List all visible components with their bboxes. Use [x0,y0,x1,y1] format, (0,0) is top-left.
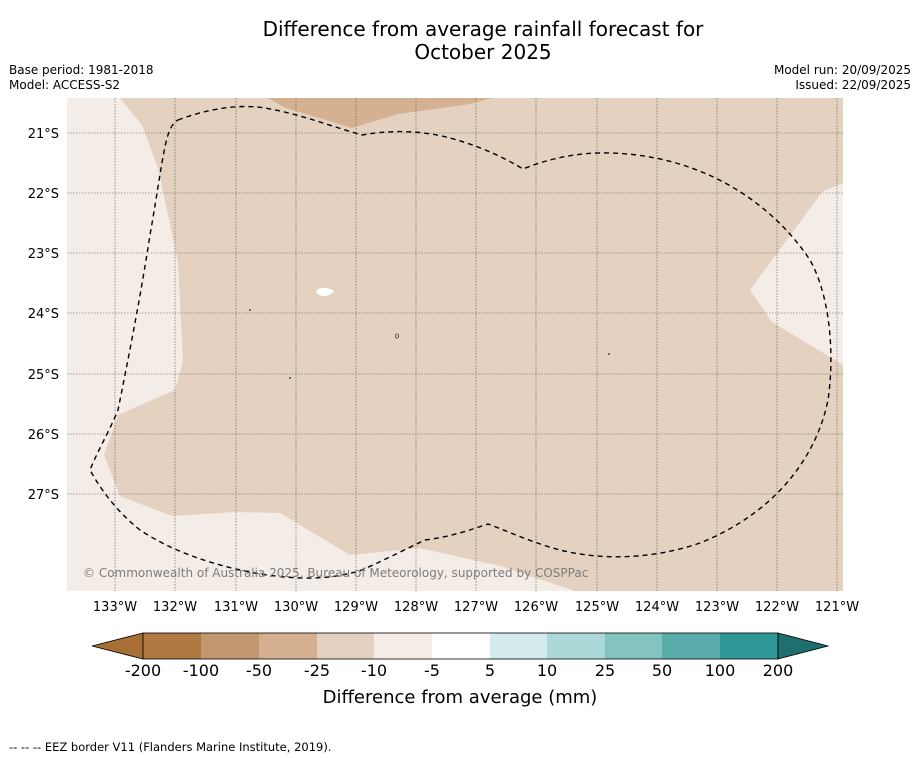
chart-title: Difference from average rainfall forecas… [0,18,919,64]
base-info: Base period: 1981-2018 Model: ACCESS-S2 [9,63,154,93]
colorbar-tick-label: 50 [652,661,672,680]
eez-border [89,105,832,579]
lon-label: 130°W [274,600,318,615]
grid-lines [67,98,843,591]
longitude-labels: 133°W 132°W 131°W 130°W 129°W 128°W 127°… [93,600,859,615]
lon-label: 123°W [695,600,739,615]
colorbar-tick-label: 100 [705,661,736,680]
colorbar: -200 -100 -50 -25 -10 -5 5 10 25 50 100 … [91,632,830,708]
region-main [104,98,843,591]
lon-label: 121°W [815,600,859,615]
island-dot-3 [608,353,610,355]
island-dot-4 [289,377,291,379]
issued-label: Issued: 22/09/2025 [795,78,911,92]
lon-label: 122°W [755,600,799,615]
colorbar-right-extend [777,632,830,660]
colorbar-tick-label: 5 [485,661,495,680]
map-area: © Commonwealth of Australia 2025, Bureau… [67,98,843,591]
region-small-spot [316,287,334,297]
run-info: Model run: 20/09/2025 Issued: 22/09/2025 [774,63,911,93]
lon-label: 133°W [93,600,137,615]
model-label: Model: ACCESS-S2 [9,78,121,92]
lon-label: 126°W [514,600,558,615]
lat-label: 23°S [28,247,59,262]
colorbar-tick-label: -25 [304,661,330,680]
island-dot-2 [395,333,399,339]
colorbar-swatch [259,633,317,659]
base-period-label: Base period: 1981-2018 [9,63,154,77]
colorbar-tick-label: 10 [537,661,557,680]
eez-footnote: -- -- -- EEZ border V11 (Flanders Marine… [9,740,332,754]
colorbar-swatch [720,633,778,659]
title-line-2: October 2025 [414,40,552,64]
colorbar-tick-label: 200 [763,661,794,680]
colorbar-swatch [317,633,374,659]
lat-label: 26°S [28,428,59,443]
colorbar-swatch [547,633,605,659]
lon-label: 129°W [334,600,378,615]
colorbar-title: Difference from average (mm) [323,687,598,708]
colorbar-swatch [662,633,720,659]
colorbar-tick-label: -10 [361,661,387,680]
lat-label: 27°S [28,488,59,503]
colorbar-tick-label: 25 [595,661,615,680]
colorbar-swatch [374,633,432,659]
lat-label: 24°S [28,307,59,322]
colorbar-swatch [143,633,201,659]
lat-label: 22°S [28,187,59,202]
lon-label: 124°W [635,600,679,615]
lon-label: 125°W [575,600,619,615]
lon-label: 128°W [394,600,438,615]
lat-label: 21°S [28,127,59,142]
lon-label: 131°W [214,600,258,615]
colorbar-tick-label: -5 [424,661,440,680]
colorbar-swatch [432,633,490,659]
lat-label: 25°S [28,368,59,383]
colorbar-outline [142,632,779,660]
model-run-label: Model run: 20/09/2025 [773,63,911,77]
title-line-1: Difference from average rainfall forecas… [262,17,704,41]
colorbar-tick-label: -200 [125,661,161,680]
colorbar-tick-label: -100 [183,661,219,680]
colorbar-tick-label: -50 [246,661,272,680]
colorbar-swatch [201,633,259,659]
colorbar-swatch [605,633,662,659]
lon-label: 127°W [454,600,498,615]
colorbar-swatch [490,633,547,659]
latitude-labels: 21°S 22°S 23°S 24°S 25°S 26°S 27°S [28,127,59,503]
island-dot-1 [249,309,251,311]
copyright-text: © Commonwealth of Australia 2025, Bureau… [83,566,588,580]
region-north-patch [268,98,492,128]
lon-label: 132°W [153,600,197,615]
colorbar-left-extend [91,632,144,660]
